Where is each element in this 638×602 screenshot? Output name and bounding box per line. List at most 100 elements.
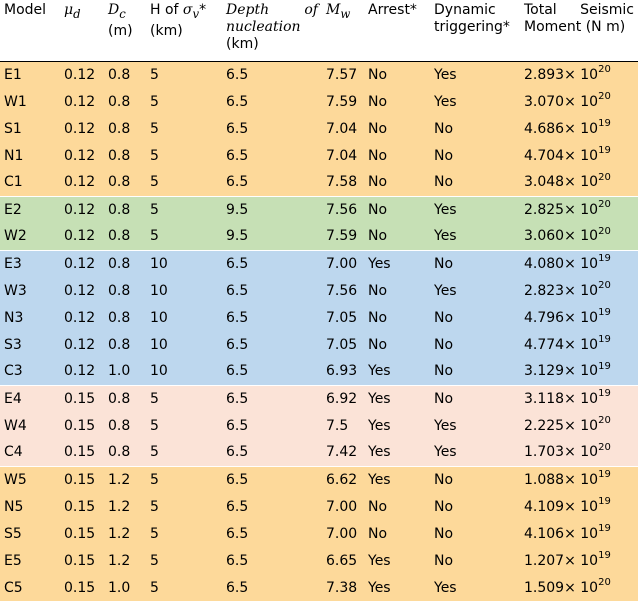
- cell-h-sigma: 5: [150, 390, 159, 407]
- cell-arrest: Yes: [368, 390, 391, 407]
- header-mw: Mw: [326, 2, 351, 21]
- moment-exponent: 20: [598, 279, 611, 291]
- cell-h-sigma: 5: [146, 439, 222, 467]
- moment-mantissa: 1.207×: [524, 552, 576, 569]
- table-row: C1 0.12 0.8 5 6.5 7.58 No No 3.048× 1020: [0, 169, 638, 197]
- cell-dynamic: No: [434, 471, 454, 488]
- cell-dc: 1.2: [108, 525, 131, 542]
- table-row: N3 0.12 0.8 10 6.5 7.05 No No 4.796× 1019: [0, 304, 638, 331]
- cell-dc: 0.8: [108, 390, 131, 407]
- cell-h-sigma: 10: [150, 282, 168, 299]
- cell-model: C5: [4, 579, 23, 596]
- cell-arrest: No: [368, 525, 388, 542]
- cell-h-sigma: 10: [150, 336, 168, 353]
- cell-dynamic: No: [434, 525, 454, 542]
- cell-mw: 7.56: [326, 282, 358, 299]
- cell-mu-d: 0.12: [64, 93, 96, 110]
- cell-model: S1: [4, 120, 22, 137]
- cell-mw: 7.5: [326, 417, 349, 434]
- cell-h-sigma: 5: [150, 471, 159, 488]
- cell-arrest: No: [368, 66, 388, 83]
- cell-mw: 6.92: [326, 390, 358, 407]
- cell-model: W2: [0, 223, 60, 251]
- cell-mw: 7.56: [326, 201, 358, 218]
- cell-dc: 1.0: [108, 579, 131, 596]
- cell-depth: 6.5: [226, 93, 249, 110]
- moment-exponent: 19: [598, 144, 611, 156]
- cell-model: C3: [0, 358, 60, 386]
- moment-mantissa: 2.893×: [524, 66, 576, 83]
- cell-depth: 9.5: [226, 201, 249, 218]
- cell-mu-d: 0.12: [64, 336, 96, 353]
- cell-h-sigma: 5: [150, 201, 159, 218]
- cell-mu-d: 0.12: [64, 147, 96, 164]
- cell-h-sigma: 5: [150, 579, 159, 596]
- cell-mw: 7.00: [326, 255, 358, 272]
- cell-mu-d: 0.12: [64, 120, 96, 137]
- cell-mw: 7.00: [326, 525, 358, 542]
- cell-mw: 7.38: [326, 579, 358, 596]
- cell-arrest: No: [368, 201, 388, 218]
- moment-mantissa: 4.704×: [524, 147, 576, 164]
- moment-mantissa: 1.703×: [524, 444, 576, 461]
- cell-arrest: No: [368, 498, 388, 515]
- cell-depth: 6.5: [226, 390, 249, 407]
- header-mu-d: μd: [64, 2, 81, 21]
- cell-dynamic: No: [434, 552, 454, 569]
- header-moment: Total Seismic Moment (N m): [524, 2, 634, 35]
- cell-h-sigma: 5: [150, 147, 159, 164]
- cell-depth: 6.5: [222, 169, 322, 197]
- table-row: W5 0.15 1.2 5 6.5 6.62 Yes No 1.088× 1019: [0, 466, 638, 493]
- header-arrest: Arrest*: [368, 2, 417, 18]
- cell-mu-d: 0.15: [64, 552, 96, 569]
- cell-mw: 7.58: [322, 169, 364, 197]
- cell-depth: 6.5: [222, 439, 322, 467]
- cell-depth: 6.5: [226, 552, 249, 569]
- cell-dc: 0.8: [108, 120, 131, 137]
- table-row: E3 0.12 0.8 10 6.5 7.00 Yes No 4.080× 1019: [0, 250, 638, 277]
- cell-mw: 7.59: [322, 223, 364, 251]
- cell-depth: 6.5: [226, 66, 249, 83]
- cell-mu-d: 0.15: [60, 439, 104, 467]
- moment-exponent: 19: [598, 117, 611, 129]
- cell-moment: 2.893× 1020: [524, 64, 611, 83]
- moment-mantissa: 3.118×: [524, 390, 576, 407]
- cell-depth: 6.5: [226, 282, 249, 299]
- cell-dynamic: No: [434, 498, 454, 515]
- cell-arrest: No: [368, 309, 388, 326]
- cell-dynamic: No: [434, 120, 454, 137]
- cell-mw: 7.05: [326, 309, 358, 326]
- cell-moment: 4.704× 1019: [524, 144, 611, 164]
- cell-dynamic: Yes: [434, 93, 457, 110]
- moment-mantissa: 4.109×: [524, 498, 576, 515]
- cell-h-sigma: 5: [150, 120, 159, 137]
- moment-exponent: 19: [598, 388, 611, 400]
- cell-depth: 6.5: [226, 579, 249, 596]
- cell-h-sigma: 5: [150, 93, 159, 110]
- cell-arrest: No: [368, 120, 388, 137]
- cell-moment: 3.129× 1019: [520, 358, 638, 386]
- cell-dynamic: No: [434, 255, 454, 272]
- cell-dc: 0.8: [108, 336, 131, 353]
- moment-exponent: 19: [598, 253, 611, 265]
- cell-h-sigma: 5: [146, 169, 222, 197]
- cell-mw: 7.05: [326, 336, 358, 353]
- table-row: W4 0.15 0.8 5 6.5 7.5 Yes Yes 2.225× 1020: [0, 412, 638, 439]
- cell-h-sigma: 5: [150, 417, 159, 434]
- moment-exponent: 19: [598, 522, 611, 534]
- cell-arrest: Yes: [368, 417, 391, 434]
- cell-arrest: Yes: [368, 471, 391, 488]
- cell-model: N1: [4, 147, 24, 164]
- moment-mantissa: 1.088×: [524, 471, 576, 488]
- cell-moment: 1.509× 1020: [524, 576, 611, 596]
- cell-dc: 0.8: [108, 201, 131, 218]
- cell-moment: 3.070× 1020: [524, 90, 611, 110]
- cell-arrest: No: [368, 147, 388, 164]
- cell-mu-d: 0.15: [64, 390, 96, 407]
- cell-h-sigma: 5: [150, 498, 159, 515]
- cell-arrest: No: [364, 169, 430, 197]
- header-dynamic: Dynamic triggering*: [434, 2, 510, 35]
- cell-depth: 6.5: [226, 336, 249, 353]
- cell-mu-d: 0.15: [64, 525, 96, 542]
- cell-arrest: Yes: [364, 439, 430, 467]
